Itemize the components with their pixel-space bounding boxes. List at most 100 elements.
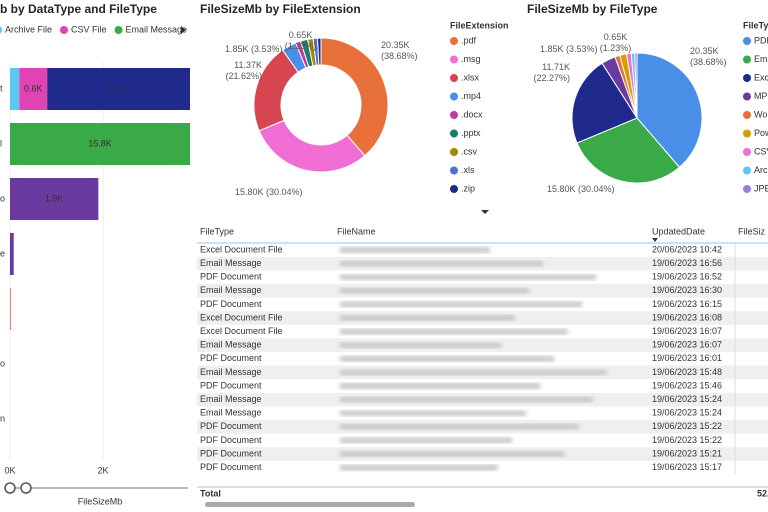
legend-label: .docx: [461, 109, 483, 119]
blurred-name: [340, 355, 554, 362]
legend-dot: [60, 26, 69, 34]
blurred-name: [340, 451, 565, 457]
blurred-name: [340, 247, 490, 253]
blurred-name: [340, 423, 579, 430]
legend-dot: [743, 92, 751, 101]
cell: 19/06/2023 15:48: [652, 367, 722, 377]
cell: PDF Document: [200, 380, 262, 390]
slice: [576, 117, 681, 184]
cell: 19/06/2023 16:07: [652, 340, 722, 350]
bar-plot: 0.6K 11.7K 15.8K 1.9K: [9, 62, 190, 460]
cell: 19/06/2023 15:21: [652, 448, 722, 458]
cell: Email Message: [200, 340, 262, 350]
y-tick-label: e: [0, 248, 5, 258]
column-header: FileName: [337, 226, 376, 236]
data-label: 0.65K (1.23%): [599, 32, 632, 53]
cell: 19/06/2023 15:46: [652, 380, 722, 390]
slice: [634, 52, 638, 119]
legend-label: .mp4: [461, 91, 481, 101]
cell: Excel Document File: [200, 244, 283, 254]
data-label: 15.80K (30.04%): [235, 187, 303, 197]
legend-label: JPEG: [754, 183, 768, 193]
slice: [316, 37, 322, 66]
blurred-name: [340, 274, 596, 281]
legend-dot: [450, 55, 458, 64]
bar: [10, 288, 11, 330]
sort-icon[interactable]: [652, 238, 658, 242]
slider-handle[interactable]: [4, 482, 16, 494]
slice: [258, 119, 366, 173]
total-label: Total: [200, 488, 221, 498]
legend-dot: [450, 37, 458, 45]
legend-title: FileTy: [743, 20, 768, 30]
cell: PDF Document: [200, 435, 262, 445]
legend-dot: [743, 55, 751, 64]
legend-label: .zip: [461, 183, 475, 193]
data-label: 11.37K (21.62%): [225, 60, 262, 81]
data-label: 1.85K (3.53%): [540, 44, 598, 54]
legend-label: .pdf: [461, 35, 477, 45]
slice: [636, 52, 703, 168]
data-label: 11.7K: [107, 83, 130, 93]
cell: PDF Document: [200, 299, 262, 309]
legend-dot: [743, 148, 751, 156]
legend-label: Pow: [754, 128, 768, 138]
cell: 19/06/2023 15:22: [652, 421, 722, 431]
legend-dot: [114, 26, 123, 34]
legend-label: Ema: [754, 54, 768, 64]
cell: 19/06/2023 16:07: [652, 326, 722, 336]
bar: [47, 68, 190, 110]
data-label: 15.80K (30.04%): [547, 184, 615, 194]
blurred-name: [340, 342, 501, 349]
x-tick-label: 0K: [4, 465, 15, 475]
legend-dot: [450, 129, 458, 138]
bar: [19, 68, 48, 110]
cell: 19/06/2023 16:56: [652, 258, 722, 268]
legend-scroll[interactable]: [481, 210, 489, 214]
cell: Excel Document File: [200, 312, 283, 322]
y-tick-label: o: [0, 358, 5, 368]
cell: PDF Document: [200, 421, 262, 431]
cell: PDF Document: [200, 462, 262, 472]
legend-label: Exc: [754, 72, 768, 82]
data-label: 20.35K (38.68%): [381, 40, 418, 61]
legend-label: Arc: [754, 165, 768, 175]
blurred-name: [340, 396, 593, 403]
data-label: 0.65K (1.23%): [284, 30, 317, 51]
y-tick-label: l: [0, 138, 2, 148]
legend-dot: [743, 74, 751, 82]
legend-dot: [743, 129, 751, 138]
blurred-name: [340, 369, 607, 376]
legend-title: FileExtension: [450, 20, 509, 30]
slider-handle[interactable]: [20, 482, 32, 494]
data-label: 1.85K (3.53%): [225, 44, 283, 54]
legend-dot: [743, 185, 751, 193]
bar: [10, 68, 20, 110]
column-header: FileType: [200, 226, 234, 236]
cell: Email Message: [200, 367, 262, 377]
scrollbar[interactable]: [205, 502, 415, 507]
blurred-name: [340, 301, 582, 308]
slice: [320, 37, 389, 157]
cell: Email Message: [200, 258, 262, 268]
cell: Email Message: [200, 408, 262, 418]
blurred-name: [340, 410, 526, 417]
legend-label: CSV: [754, 146, 768, 156]
legend-label: Archive File: [5, 24, 52, 34]
data-label: 11.71K (22.27%): [533, 62, 570, 83]
legend-label: CSV File: [71, 24, 107, 34]
data-label: 20.35K (38.68%): [690, 46, 727, 67]
data-label: 0.6K: [24, 83, 43, 93]
legend-label: .csv: [461, 146, 478, 156]
legend-scroll[interactable]: [181, 26, 186, 34]
legend-dot: [743, 37, 751, 45]
legend-label: .xls: [461, 165, 475, 175]
legend-dot: [450, 166, 458, 175]
column-header: UpdatedDate: [652, 226, 705, 236]
cell: 19/06/2023 15:22: [652, 435, 722, 445]
legend-label: PDF: [754, 35, 768, 45]
cell: 20/06/2023 10:42: [652, 244, 722, 254]
cell: PDF Document: [200, 353, 262, 363]
